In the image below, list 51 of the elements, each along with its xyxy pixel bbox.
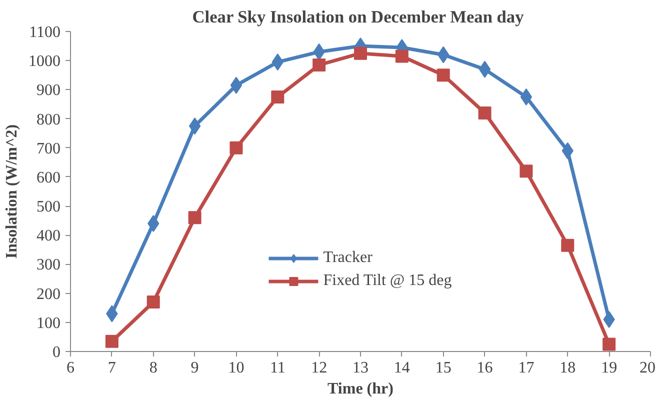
x-tick-label: 10 [228, 360, 244, 376]
point [436, 68, 450, 82]
point [520, 88, 532, 106]
y-tick-label: 700 [36, 140, 60, 158]
y-tick-label: 400 [36, 228, 60, 245]
point [230, 76, 242, 94]
y-tick-label: 100 [36, 314, 60, 332]
x-axis-title: Time (hr) [328, 380, 394, 398]
y-tick-label: 1000 [28, 53, 60, 70]
y-tick-label: 800 [36, 111, 60, 128]
point [478, 60, 491, 78]
x-tick-label: 17 [518, 360, 534, 376]
point [520, 164, 533, 178]
point [395, 50, 408, 63]
x-tick-label: 6 [66, 360, 74, 376]
point [148, 215, 160, 232]
x-tick-label: 19 [601, 360, 618, 376]
y-tick-label: 0 [52, 344, 60, 361]
y-tick-label: 200 [36, 286, 60, 303]
x-tick-label: 8 [149, 360, 158, 376]
point [312, 58, 326, 72]
point [354, 46, 367, 60]
x-tick-label: 9 [190, 360, 199, 376]
x-tick-label: 14 [394, 360, 410, 376]
point [146, 296, 160, 309]
x-tick-label: 11 [270, 360, 286, 376]
x-tick-label: 7 [108, 360, 116, 376]
y-tick-label: 500 [36, 198, 60, 216]
point [602, 338, 616, 351]
y-tick-label: 900 [36, 82, 60, 100]
point [271, 90, 284, 104]
legend-label: Tracker [323, 249, 372, 267]
point [105, 334, 118, 348]
x-tick-label: 20 [640, 360, 656, 376]
point [561, 238, 574, 252]
y-tick-label: 600 [36, 169, 60, 186]
point [188, 118, 201, 135]
y-tick-label: 300 [36, 256, 60, 274]
y-tick-label: 1100 [29, 24, 60, 41]
x-tick-label: 13 [352, 360, 368, 376]
chart-title: Clear Sky Insolation on December Mean day [192, 8, 524, 26]
x-tick-label: 16 [476, 360, 493, 376]
x-tick-label: 12 [311, 360, 328, 376]
point [478, 106, 492, 120]
legend-label: Fixed Tilt @ 15 deg [323, 272, 452, 290]
y-axis-title: Insolation (W/m^2) [4, 124, 20, 259]
x-tick-label: 18 [560, 360, 576, 376]
point [603, 311, 615, 328]
point [230, 141, 243, 154]
x-tick-label: 15 [435, 360, 452, 376]
point [188, 211, 202, 224]
